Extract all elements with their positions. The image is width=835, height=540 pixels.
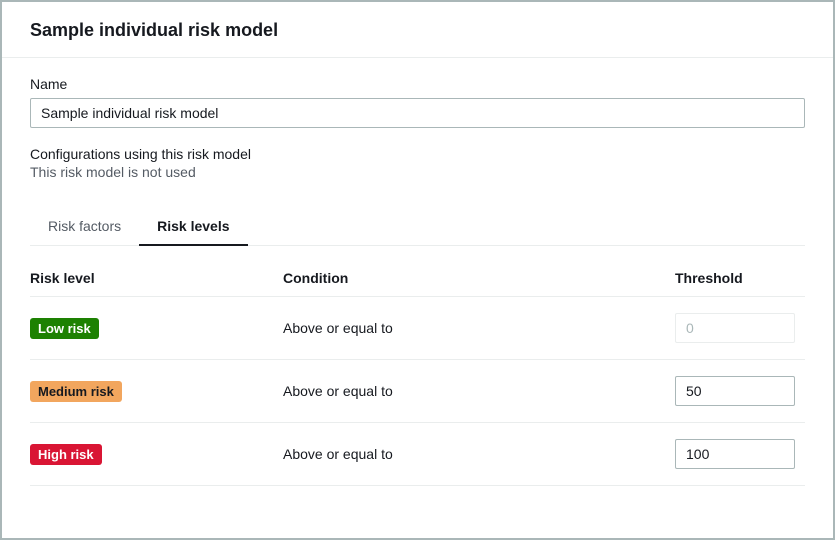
- threshold-input[interactable]: [675, 376, 795, 406]
- name-label: Name: [30, 76, 805, 92]
- config-label: Configurations using this risk model: [30, 146, 805, 162]
- tab-risk-factors[interactable]: Risk factors: [30, 208, 139, 246]
- threshold-input[interactable]: [675, 439, 795, 469]
- tabs: Risk factors Risk levels: [30, 208, 805, 246]
- cell-level: Medium risk: [30, 381, 283, 402]
- cell-condition: Above or equal to: [283, 320, 675, 336]
- panel-header: Sample individual risk model: [2, 2, 833, 58]
- name-input[interactable]: [30, 98, 805, 128]
- risk-levels-table: Risk level Condition Threshold Low risk A…: [2, 246, 833, 486]
- column-header-threshold: Threshold: [675, 270, 805, 286]
- column-header-level: Risk level: [30, 270, 283, 286]
- form-section: Name Configurations using this risk mode…: [2, 58, 833, 246]
- config-block: Configurations using this risk model Thi…: [30, 146, 805, 180]
- table-row: Medium risk Above or equal to: [30, 360, 805, 423]
- panel-title: Sample individual risk model: [30, 20, 805, 41]
- threshold-input: [675, 313, 795, 343]
- cell-condition: Above or equal to: [283, 383, 675, 399]
- cell-condition: Above or equal to: [283, 446, 675, 462]
- config-status: This risk model is not used: [30, 164, 805, 180]
- risk-model-panel: Sample individual risk model Name Config…: [0, 0, 835, 540]
- risk-badge: Low risk: [30, 318, 99, 339]
- cell-threshold: [675, 439, 805, 469]
- risk-badge: High risk: [30, 444, 102, 465]
- cell-threshold: [675, 376, 805, 406]
- table-row: High risk Above or equal to: [30, 423, 805, 486]
- risk-badge: Medium risk: [30, 381, 122, 402]
- cell-level: Low risk: [30, 318, 283, 339]
- tab-risk-levels[interactable]: Risk levels: [139, 208, 247, 246]
- table-row: Low risk Above or equal to: [30, 297, 805, 360]
- table-header-row: Risk level Condition Threshold: [30, 270, 805, 297]
- cell-level: High risk: [30, 444, 283, 465]
- cell-threshold: [675, 313, 805, 343]
- column-header-condition: Condition: [283, 270, 675, 286]
